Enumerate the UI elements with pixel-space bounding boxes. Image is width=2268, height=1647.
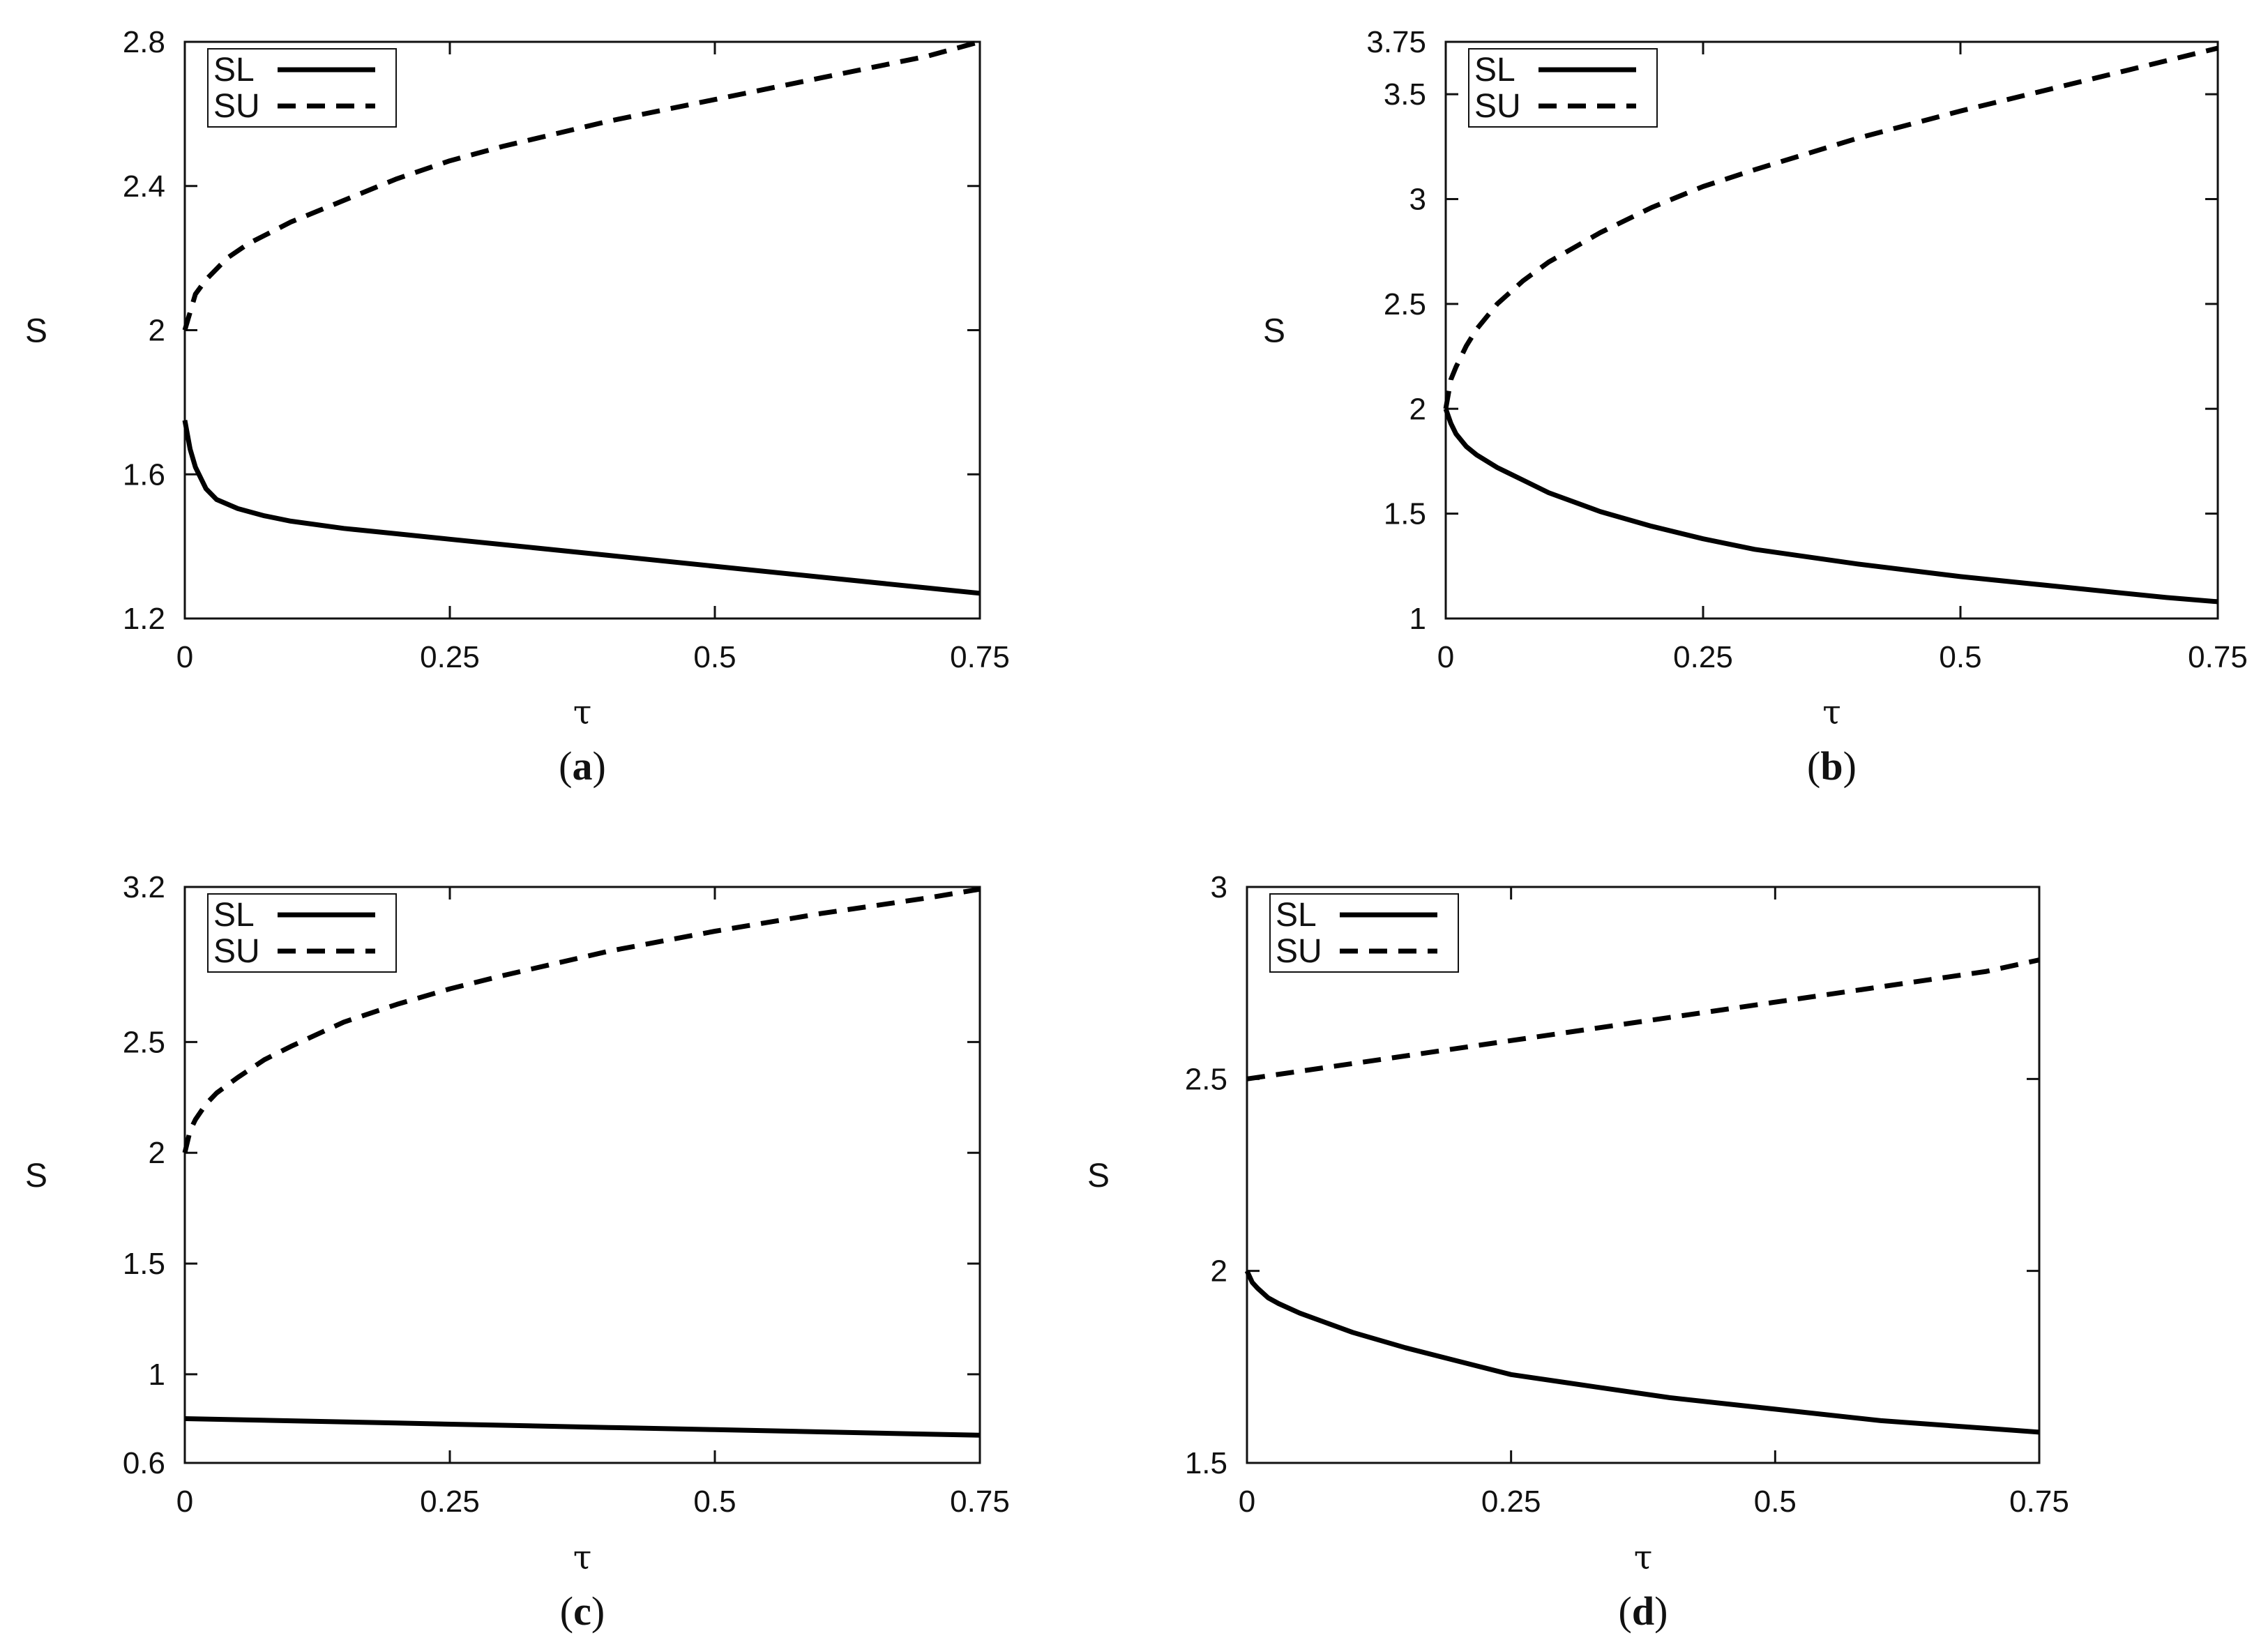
x-tick-label: 0 bbox=[1437, 640, 1454, 674]
x-axis-label: τ bbox=[1634, 1538, 1653, 1577]
legend-box bbox=[1468, 48, 1658, 128]
y-axis-label: S bbox=[25, 313, 47, 350]
x-tick-label: 0 bbox=[176, 640, 193, 674]
series-line-su bbox=[1443, 45, 2218, 409]
y-tick-label: 1 bbox=[1409, 602, 1426, 636]
x-tick-label: 0.5 bbox=[693, 640, 736, 674]
series-line-sl bbox=[1244, 1270, 2040, 1435]
legend-label: SU bbox=[1474, 88, 1521, 125]
x-axis-label: τ bbox=[573, 1538, 592, 1577]
x-tick-label: 0 bbox=[1239, 1485, 1255, 1519]
y-tick-label: 2 bbox=[149, 314, 165, 348]
x-tick-label: 0.75 bbox=[950, 640, 1010, 674]
y-tick-label: 3.75 bbox=[1366, 25, 1426, 59]
series-line-sl bbox=[182, 420, 981, 596]
x-axis-label: τ bbox=[573, 693, 592, 732]
y-tick-label: 2.8 bbox=[123, 25, 165, 59]
plot-frame bbox=[183, 886, 981, 1464]
y-tick-label: 1.6 bbox=[123, 457, 165, 492]
legend-box bbox=[207, 48, 397, 128]
legend-label: SU bbox=[213, 933, 260, 970]
y-tick-label: 2 bbox=[1211, 1254, 1227, 1289]
y-axis-label: S bbox=[25, 1158, 47, 1194]
y-tick-label: 2 bbox=[149, 1136, 165, 1170]
legend-label: SL bbox=[1276, 897, 1317, 934]
y-tick-label: 3.5 bbox=[1384, 77, 1426, 112]
y-tick-label: 3 bbox=[1211, 870, 1227, 904]
series-line-su bbox=[1246, 957, 2040, 1081]
x-tick-label: 0.25 bbox=[420, 640, 480, 674]
series-line-su bbox=[182, 39, 981, 331]
x-tick-label: 0.25 bbox=[1673, 640, 1733, 674]
y-tick-label: 1.5 bbox=[1384, 497, 1426, 531]
x-tick-label: 0.75 bbox=[2009, 1485, 2069, 1519]
legend-label: SL bbox=[213, 897, 255, 934]
y-tick-label: 2.4 bbox=[123, 169, 165, 204]
y-tick-label: 3 bbox=[1409, 183, 1426, 217]
legend-box bbox=[207, 893, 397, 973]
y-axis-label: S bbox=[1263, 313, 1285, 350]
y-tick-label: 2 bbox=[1409, 392, 1426, 426]
panel-caption: (a) bbox=[559, 743, 606, 789]
x-tick-label: 0 bbox=[176, 1485, 193, 1519]
y-tick-label: 1 bbox=[149, 1358, 165, 1392]
legend-label: SL bbox=[1474, 52, 1515, 89]
panel-caption: (d) bbox=[1619, 1588, 1668, 1634]
x-tick-label: 0.75 bbox=[950, 1485, 1010, 1519]
x-tick-label: 0.75 bbox=[2188, 640, 2248, 674]
y-tick-label: 1.5 bbox=[1185, 1446, 1227, 1480]
legend-label: SU bbox=[1276, 933, 1322, 970]
x-axis-label: τ bbox=[1822, 693, 1841, 732]
y-axis-label: S bbox=[1087, 1158, 1110, 1194]
y-tick-label: 3.2 bbox=[123, 870, 165, 904]
legend-label: SL bbox=[213, 52, 255, 89]
x-tick-label: 0.25 bbox=[1481, 1485, 1541, 1519]
plot-frame bbox=[1444, 40, 2219, 620]
panel-caption: (b) bbox=[1807, 743, 1857, 789]
y-tick-label: 1.5 bbox=[123, 1247, 165, 1281]
y-tick-label: 0.6 bbox=[123, 1446, 165, 1480]
y-tick-label: 2.5 bbox=[1384, 287, 1426, 321]
panel-caption: (c) bbox=[560, 1588, 605, 1634]
x-tick-label: 0.5 bbox=[693, 1485, 736, 1519]
x-tick-label: 0.5 bbox=[1754, 1485, 1797, 1519]
plot-frame bbox=[1246, 886, 2041, 1464]
x-tick-label: 0.25 bbox=[420, 1485, 480, 1519]
legend-box bbox=[1269, 893, 1459, 973]
series-line-su bbox=[182, 886, 981, 1154]
series-line-sl bbox=[184, 1416, 981, 1438]
y-tick-label: 1.2 bbox=[123, 602, 165, 636]
legend-label: SU bbox=[213, 88, 260, 125]
x-tick-label: 0.5 bbox=[1939, 640, 1981, 674]
series-line-sl bbox=[1443, 408, 2218, 605]
y-tick-label: 2.5 bbox=[123, 1025, 165, 1059]
y-tick-label: 2.5 bbox=[1185, 1062, 1227, 1096]
